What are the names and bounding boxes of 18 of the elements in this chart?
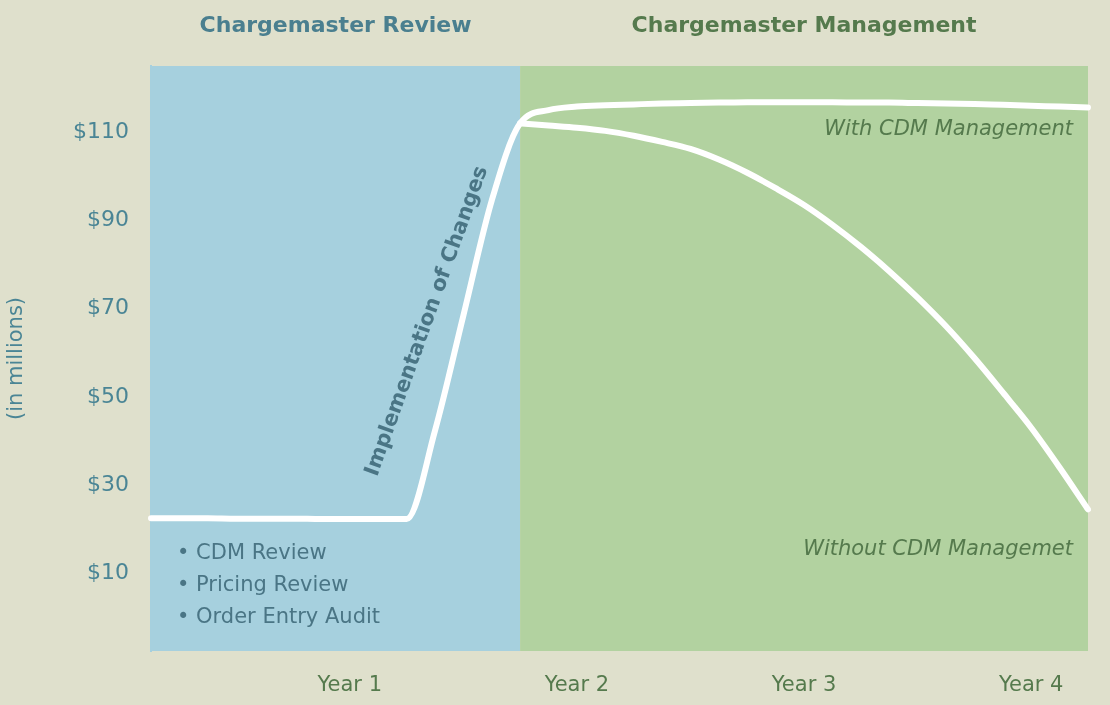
x-tick-label: Year 1 — [316, 672, 383, 697]
y-tick-label: $110 — [73, 117, 129, 143]
annotation: • Pricing Review — [177, 572, 349, 597]
x-tick-label: Year 4 — [997, 672, 1064, 697]
y-tick-label: $90 — [87, 206, 129, 232]
y-tick-label: $10 — [87, 559, 129, 585]
text: Chargemaster Management — [631, 11, 977, 37]
series-label: Without CDM Managemet — [803, 535, 1074, 560]
annotation: • Order Entry Audit — [177, 604, 381, 629]
x-tick-label: Year 2 — [543, 672, 610, 697]
annotation: • CDM Review — [177, 540, 327, 565]
x-tick-label: Year 3 — [770, 672, 837, 697]
series-label: With CDM Management — [824, 115, 1074, 140]
y-axis-title: (in millions) — [3, 296, 28, 421]
y-tick-label: $70 — [87, 294, 129, 320]
y-tick-label: $50 — [87, 382, 129, 408]
text: Chargemaster Review — [199, 11, 472, 37]
y-tick-label: $30 — [87, 470, 129, 496]
